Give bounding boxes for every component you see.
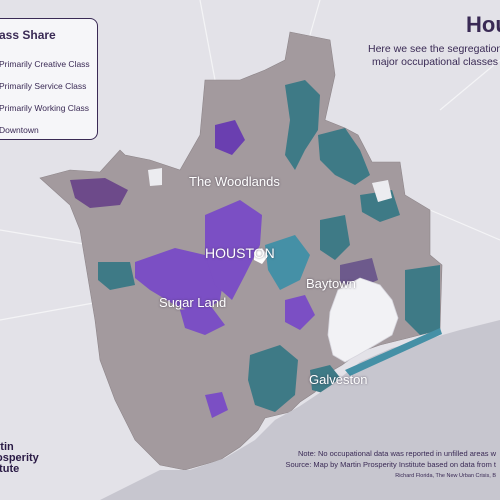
creative-area-clear-lake [285, 295, 315, 330]
legend-item-creative: Primarily Creative Class [0, 59, 90, 69]
city-label-galveston: Galveston [309, 372, 368, 387]
creative-area-northwest [70, 178, 128, 208]
service-area-east [318, 128, 370, 185]
service-area-east-county [405, 265, 440, 335]
city-label-woodlands: The Woodlands [189, 174, 280, 189]
gulf-of-mexico [100, 320, 500, 500]
map-subtitle: Here we see the segregation o major occu… [368, 43, 500, 69]
logo-line-3: itute [0, 463, 20, 475]
galveston-bay [327, 277, 399, 363]
service-area-south [248, 345, 298, 412]
subtitle-line-1: Here we see the segregation o [368, 43, 500, 55]
creative-area-southwest [205, 392, 228, 418]
city-label-baytown: Baytown [306, 276, 356, 291]
downtown-area [254, 248, 268, 264]
note-line: Note: No occupational data was reported … [297, 449, 496, 458]
city-label-sugar-land: Sugar Land [159, 295, 227, 310]
source-line: Source: Map by Martin Prosperity Institu… [285, 460, 496, 469]
legend-box: ass Share Primarily Creative Class Prima… [0, 18, 98, 140]
creative-area-inner-loop [205, 200, 262, 300]
subtitle-line-2: major occupational classes [372, 56, 499, 68]
service-area-core-east [265, 235, 310, 290]
legend-item-working: Primarily Working Class [0, 103, 90, 113]
no-data-patch-east [372, 180, 392, 202]
mpi-logo: rtin osperity itute [0, 442, 39, 475]
service-area-northeast [285, 80, 320, 170]
map-title: Hou [466, 12, 500, 37]
legend-title: ass Share [0, 28, 56, 42]
bolivar-peninsula [345, 328, 442, 376]
logo-line-1: rtin [0, 441, 14, 453]
service-area-west [98, 262, 135, 290]
no-data-patch-north [148, 168, 162, 186]
service-area-baytown [320, 215, 350, 260]
city-label-houston: HOUSTON [205, 245, 275, 261]
creative-area-west-houston [135, 248, 225, 315]
creative-area-woodlands [215, 120, 245, 155]
logo-line-2: osperity [0, 452, 39, 464]
citation-line: Richard Florida, The New Urban Crisis, B [395, 473, 496, 479]
legend-item-service: Primarily Service Class [0, 81, 87, 91]
legend-item-downtown: Downtown [0, 125, 39, 135]
creative-area-sugar-land [180, 305, 225, 335]
